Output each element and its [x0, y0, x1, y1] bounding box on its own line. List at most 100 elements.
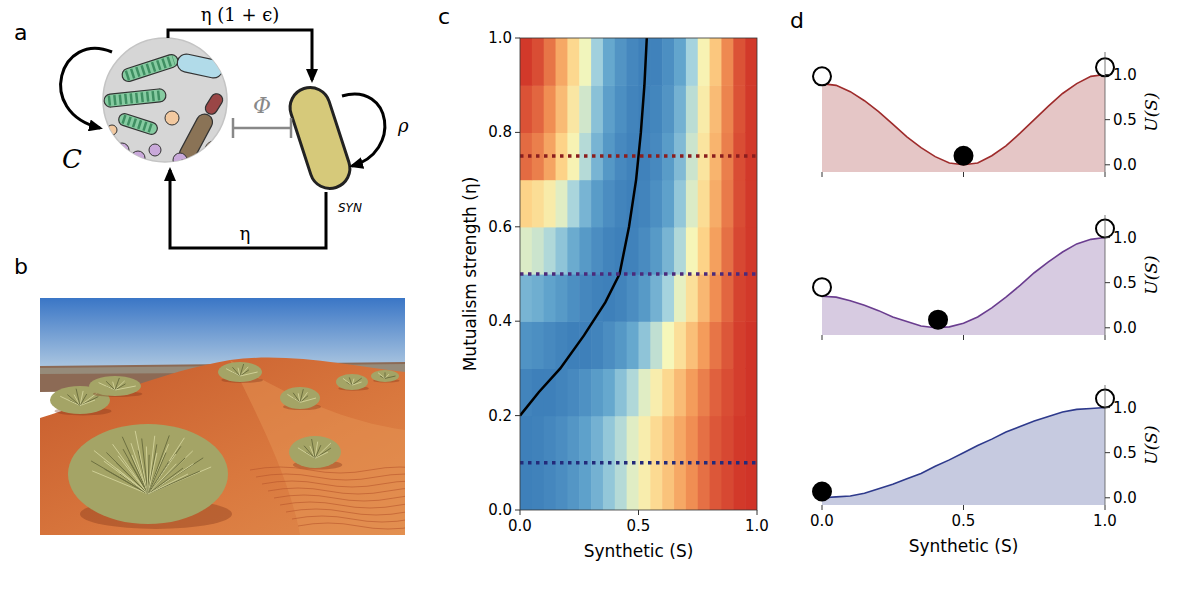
bush-twig [232, 367, 240, 376]
bush-twig [352, 382, 362, 385]
bacterium [115, 143, 129, 157]
minimum-curve [520, 38, 647, 416]
y-tick [1105, 327, 1110, 328]
y-tick-label: 1.0 [1113, 229, 1137, 247]
heat-cell [532, 38, 544, 86]
y-tick-label: 0.5 [1113, 111, 1137, 129]
bacterium-body [103, 88, 166, 107]
heat-cell [733, 227, 745, 275]
heat-cell [686, 274, 698, 322]
bush-twig [343, 378, 352, 385]
heat-cell [686, 38, 698, 86]
heat-cell [627, 321, 639, 369]
y-tick [515, 226, 520, 227]
heat-cell [662, 368, 674, 416]
heat-cell [603, 38, 615, 86]
y-tick-label: 0.5 [1113, 444, 1137, 462]
heat-cell [745, 227, 757, 275]
self-loop [61, 48, 112, 128]
heat-cell [686, 227, 698, 275]
y-tick [515, 38, 520, 39]
heat-cell [710, 321, 722, 369]
stable-state [955, 147, 973, 165]
heat-cell [698, 85, 710, 133]
heat-cell [567, 463, 579, 510]
heat-cell [591, 368, 603, 416]
heat-cell [745, 368, 757, 416]
heat-cell [745, 321, 757, 369]
heat-cell [544, 227, 556, 275]
bacterium [120, 53, 179, 83]
heat-cell [733, 132, 745, 180]
heat-cell [698, 38, 710, 86]
heat-cell [686, 85, 698, 133]
stable-state [929, 311, 947, 329]
x-tick [963, 335, 964, 340]
bacterium-stripes [108, 95, 162, 101]
x-axis-title: Synthetic (S) [584, 541, 694, 561]
bush-twig [142, 439, 148, 494]
heat-cell [733, 85, 745, 133]
heat-cell [567, 368, 579, 416]
heat-cell [674, 463, 686, 510]
inhibition-bar [290, 118, 293, 138]
heat-cell [579, 38, 591, 86]
heat-cell [603, 85, 615, 133]
heat-cell [733, 180, 745, 228]
panel-label: d [790, 8, 804, 33]
heat-cell [721, 368, 733, 416]
bush-twig [385, 376, 396, 378]
heat-cell [556, 180, 568, 228]
heat-cell [591, 463, 603, 510]
bacterium [205, 141, 223, 159]
heat-cell [520, 416, 532, 464]
heat-cell [603, 321, 615, 369]
sand-ripple [256, 474, 405, 480]
bush-twig [148, 474, 188, 494]
heat-cell [639, 180, 651, 228]
heat-cell [674, 368, 686, 416]
bacterium-body [176, 52, 225, 79]
x-tick-label: 1.0 [1093, 512, 1117, 530]
heat-cell [579, 368, 591, 416]
heat-cell [639, 416, 651, 464]
heat-cell [520, 227, 532, 275]
bush [89, 376, 141, 396]
x-tick [822, 172, 823, 177]
heat-cell [627, 463, 639, 510]
heat-cell [591, 227, 603, 275]
bush [218, 362, 262, 382]
heat-cell [556, 85, 568, 133]
potential-fill [822, 238, 1105, 335]
bush-twig [106, 381, 115, 390]
heat-cell [686, 321, 698, 369]
heat-cell [579, 85, 591, 133]
heat-cell [627, 274, 639, 322]
heat-cell [745, 38, 757, 86]
heat-cell [698, 132, 710, 180]
heat-cell [662, 180, 674, 228]
potential-curve [822, 408, 1105, 498]
bush-twig [352, 378, 362, 385]
heat-cell [662, 227, 674, 275]
heat-cell [733, 463, 745, 510]
heat-cell [650, 321, 662, 369]
heat-cell [591, 85, 603, 133]
heat-cell [567, 85, 579, 133]
heat-cell [603, 227, 615, 275]
heat-cell [698, 416, 710, 464]
heat-cell [662, 38, 674, 86]
inhibition-bar [232, 118, 235, 138]
sand-ripple [280, 502, 405, 508]
bush-twig [115, 386, 136, 390]
heat-cell [579, 274, 591, 322]
heat-cell [650, 463, 662, 510]
heat-cell [674, 321, 686, 369]
heat-cell [627, 368, 639, 416]
bush-twig [349, 377, 352, 385]
y-axis-title: U(S) [1141, 425, 1161, 464]
heat-cell [532, 463, 544, 510]
heat-cell [556, 38, 568, 86]
potential-fill [822, 408, 1105, 505]
bush-twig [238, 368, 240, 376]
